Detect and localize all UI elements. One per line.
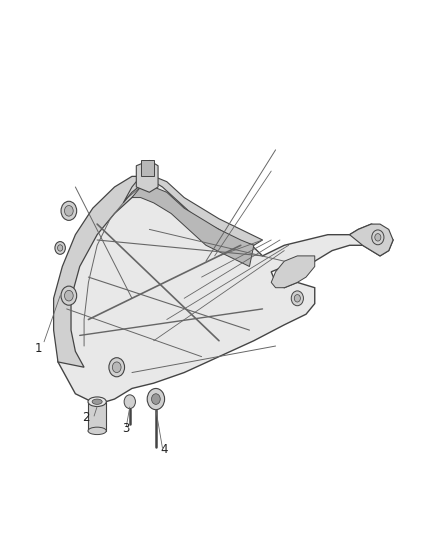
Polygon shape: [141, 160, 154, 176]
Circle shape: [55, 241, 65, 254]
Polygon shape: [136, 160, 158, 192]
Circle shape: [57, 245, 63, 251]
Polygon shape: [132, 187, 254, 266]
Ellipse shape: [92, 399, 102, 405]
Ellipse shape: [88, 427, 106, 434]
Text: 2: 2: [82, 411, 90, 424]
Circle shape: [152, 394, 160, 405]
Circle shape: [124, 395, 135, 409]
Polygon shape: [350, 224, 393, 256]
Text: 4: 4: [161, 443, 168, 456]
Ellipse shape: [88, 397, 106, 407]
Circle shape: [109, 358, 124, 377]
Circle shape: [294, 295, 300, 302]
Circle shape: [64, 290, 73, 301]
Circle shape: [113, 362, 121, 373]
Circle shape: [64, 206, 73, 216]
Circle shape: [375, 233, 381, 241]
Polygon shape: [88, 402, 106, 431]
Polygon shape: [271, 256, 315, 288]
Polygon shape: [123, 176, 262, 245]
Polygon shape: [53, 176, 393, 405]
Polygon shape: [53, 176, 154, 367]
Text: 1: 1: [35, 342, 42, 355]
Circle shape: [291, 291, 304, 306]
Circle shape: [372, 230, 384, 245]
Circle shape: [61, 201, 77, 220]
Circle shape: [61, 286, 77, 305]
Circle shape: [147, 389, 165, 410]
Text: 3: 3: [122, 422, 129, 435]
